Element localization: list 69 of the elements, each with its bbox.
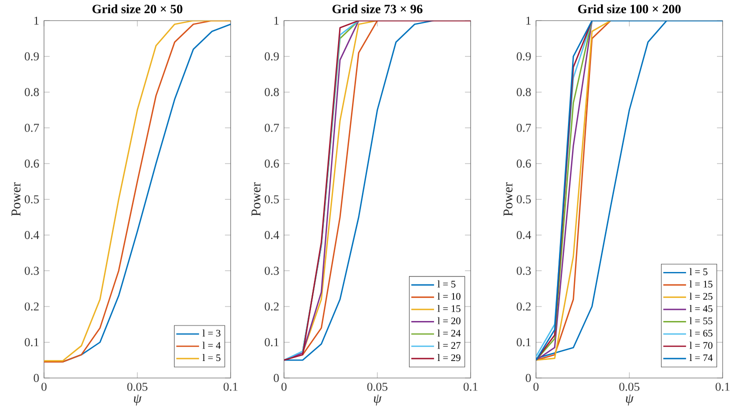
y-tick-label: 0.4 (264, 230, 280, 240)
legend-label: l = 55 (690, 317, 712, 324)
y-tick-label: 0.7 (264, 124, 279, 132)
y-tick-label: 0.2 (516, 302, 531, 311)
legend-label: l = 15 (438, 304, 460, 312)
y-tick-label: 0 (34, 374, 39, 382)
x-tick-label: 0.05 (619, 382, 640, 391)
y-tick-label: 0 (526, 374, 531, 382)
legend-label: l = 65 (690, 330, 712, 337)
chart-title: Grid size 20 × 50 (92, 4, 182, 14)
x-tick-label: 0.1 (464, 382, 478, 391)
y-tick-label: 0.6 (264, 160, 279, 168)
legend-label: l = 5 (202, 354, 220, 362)
y-tick-label: 0.1 (264, 338, 279, 346)
y-tick-label: 0.3 (264, 266, 279, 275)
y-axis-title: Power (12, 182, 20, 216)
y-tick-label: 1 (526, 16, 531, 25)
x-tick-label: 0.1 (716, 382, 730, 391)
x-tick-label: 0.05 (367, 382, 388, 391)
chart-title: Grid size 73 × 96 (332, 4, 422, 14)
legend-label: l = 20 (438, 317, 460, 324)
y-tick-label: 0.9 (24, 52, 39, 60)
x-axis-title: ψ (134, 394, 142, 406)
y-tick-label: 0.2 (264, 302, 279, 311)
x-tick-label: 0 (533, 382, 539, 391)
legend-label: l = 45 (690, 304, 712, 312)
legend-label: l = 27 (438, 342, 461, 349)
y-tick-label: 0.5 (264, 195, 279, 204)
x-tick-label: 0.1 (224, 382, 238, 391)
y-tick-label: 0.1 (516, 338, 531, 346)
x-tick-label: 0.05 (127, 382, 148, 391)
y-tick-label: 0.4 (24, 230, 40, 240)
legend-label: l = 10 (438, 292, 460, 300)
legend-label: l = 5 (690, 268, 708, 276)
y-tick-label: 1 (274, 16, 279, 25)
chart-title: Grid size 100 × 200 (578, 4, 681, 14)
y-tick-label: 0.8 (24, 88, 39, 96)
legend-label: l = 25 (690, 292, 712, 300)
legend-label: l = 5 (438, 280, 456, 288)
y-axis-title: Power (504, 182, 512, 216)
y-tick-label: 1 (34, 16, 39, 25)
y-tick-label: 0.8 (264, 88, 279, 96)
x-tick-label: 0 (41, 382, 47, 391)
legend-label: l = 24 (438, 330, 461, 336)
legend-label: l = 3 (202, 330, 220, 337)
y-tick-label: 0.9 (264, 52, 279, 60)
x-axis-title: ψ (374, 394, 382, 406)
y-tick-label: 0.9 (516, 52, 531, 60)
y-tick-label: 0.3 (24, 266, 39, 275)
y-tick-label: 0.7 (516, 124, 531, 132)
y-tick-label: 0.4 (516, 230, 532, 240)
x-tick-label: 0 (281, 382, 287, 391)
legend-label: l = 4 (202, 342, 221, 349)
y-tick-label: 0.2 (24, 302, 39, 311)
legend-label: l = 70 (690, 342, 712, 349)
y-tick-label: 0.3 (516, 266, 531, 275)
x-axis-title: ψ (626, 394, 634, 406)
legend-label: l = 15 (690, 280, 712, 288)
y-tick-label: 0.6 (516, 160, 531, 168)
y-axis-title: Power (252, 182, 260, 216)
y-tick-label: 0.7 (24, 124, 39, 132)
legend-label: l = 74 (690, 354, 713, 361)
legend-label: l = 29 (438, 354, 460, 362)
y-tick-label: 0.6 (24, 160, 39, 168)
y-tick-label: 0.1 (24, 338, 39, 346)
y-tick-label: 0.5 (516, 195, 531, 204)
y-tick-label: 0.5 (24, 195, 39, 204)
y-tick-label: 0 (274, 374, 279, 382)
y-tick-label: 0.8 (516, 88, 531, 96)
